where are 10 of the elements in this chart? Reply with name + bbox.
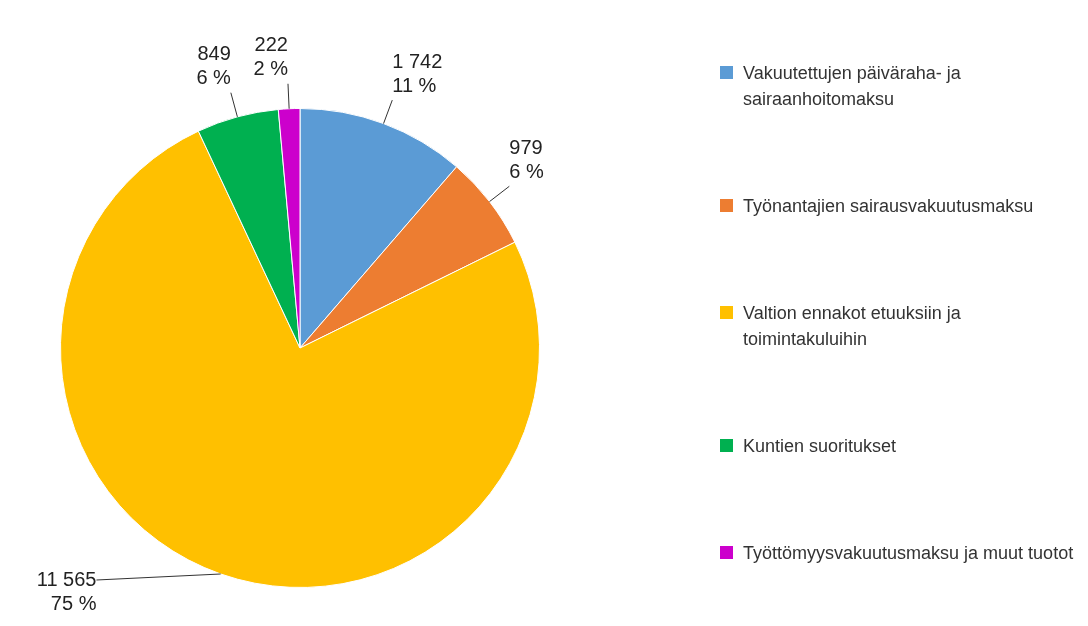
legend-label: Työttömyysvakuutusmaksu ja muut tuotot (743, 541, 1074, 565)
legend-label: Työnantajien sairausvakuutusmaksu (743, 195, 1034, 219)
data-label: 11 565 75 % (36, 567, 97, 614)
data-label: 1 742 11 % (392, 49, 443, 96)
legend-label: Vakuutettujen päiväraha- ja sairaanhoitomaksu (743, 62, 962, 112)
data-label: 979 6 % (509, 135, 544, 182)
legend-label: Kuntien suoritukset (743, 434, 897, 458)
legend-label: Valtion ennakot etuuksiin ja toimintakuluihin (743, 302, 962, 351)
data-label: 222 2 % (253, 33, 289, 80)
data-label: 849 6 % (196, 42, 232, 89)
